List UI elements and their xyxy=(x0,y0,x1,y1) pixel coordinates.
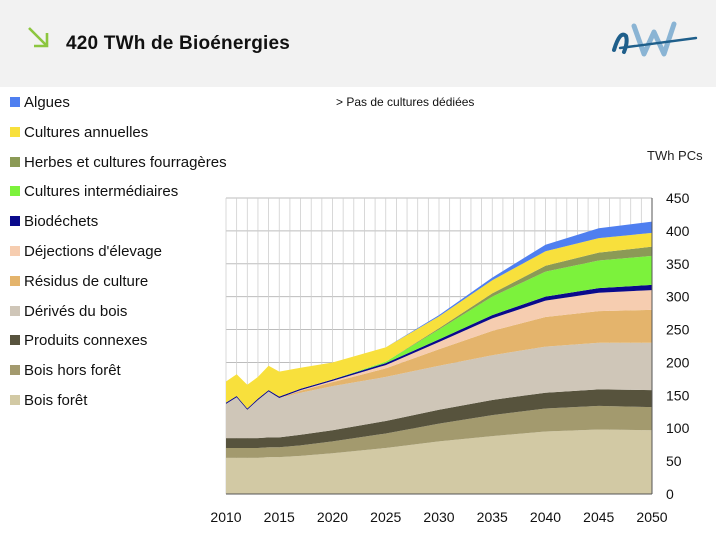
legend-item: Algues xyxy=(8,93,268,123)
legend-swatch xyxy=(10,216,20,227)
legend-item: Biodéchets xyxy=(8,212,268,242)
legend-item: Dérivés du bois xyxy=(8,302,268,332)
legend-swatch xyxy=(10,245,20,256)
y-tick-label: 100 xyxy=(666,420,690,436)
legend-swatch xyxy=(10,305,20,316)
legend-label: Herbes et cultures fourragères xyxy=(24,153,227,171)
legend-item: Déjections d'élevage xyxy=(8,242,268,272)
legend-item: Bois hors forêt xyxy=(8,361,268,391)
legend-swatch xyxy=(10,394,20,405)
y-axis-unit-label: TWh PCs xyxy=(647,148,703,163)
x-tick-label: 2050 xyxy=(636,509,667,525)
legend-label: Cultures intermédiaires xyxy=(24,183,179,201)
x-tick-label: 2030 xyxy=(423,509,454,525)
x-tick-label: 2035 xyxy=(477,509,508,525)
y-tick-label: 400 xyxy=(666,223,690,239)
legend-item: Résidus de culture xyxy=(8,272,268,302)
legend-label: Bois forêt xyxy=(24,391,88,409)
y-tick-label: 450 xyxy=(666,190,690,206)
page-title: 420 TWh de Bioénergies xyxy=(66,33,291,54)
legend-item: Produits connexes xyxy=(8,331,268,361)
legend-swatch xyxy=(10,97,20,107)
x-tick-label: 2010 xyxy=(210,509,241,525)
area-series-10 xyxy=(226,232,652,409)
area-series-0 xyxy=(226,429,652,494)
area-series-2 xyxy=(226,389,652,448)
x-tick-label: 2025 xyxy=(370,509,401,525)
legend-swatch xyxy=(10,126,20,137)
area-series-5 xyxy=(226,309,652,410)
legend-label: Algues xyxy=(24,94,70,111)
legend-label: Déjections d'élevage xyxy=(24,242,162,260)
chart-note: > Pas de cultures dédiées xyxy=(336,95,475,109)
header-bar: 420 TWh de Bioénergies xyxy=(0,0,716,87)
chart-legend: Algues Cultures annuelles Herbes et cultur… xyxy=(8,93,268,421)
legend-swatch xyxy=(10,275,20,286)
area-series-1 xyxy=(226,405,652,458)
y-tick-label: 50 xyxy=(666,453,682,469)
legend-swatch xyxy=(10,335,20,346)
y-tick-label: 150 xyxy=(666,387,690,403)
y-tick-label: 350 xyxy=(666,256,690,272)
x-tick-label: 2045 xyxy=(583,509,614,525)
legend-swatch xyxy=(10,156,20,167)
legend-label: Biodéchets xyxy=(24,213,99,231)
area-series-3 xyxy=(226,342,652,439)
y-tick-label: 250 xyxy=(666,322,690,338)
arrow-down-right-icon xyxy=(28,27,49,48)
legend-item: Herbes et cultures fourragères xyxy=(8,153,268,183)
y-tick-label: 0 xyxy=(666,486,674,502)
legend-item: Bois forêt xyxy=(8,391,268,421)
legend-item: Cultures annuelles xyxy=(8,123,268,153)
legend-label: Dérivés du bois xyxy=(24,302,128,320)
legend-item: Cultures intermédiaires xyxy=(8,182,268,212)
x-tick-label: 2020 xyxy=(317,509,348,525)
legend-label: Résidus de culture xyxy=(24,272,149,290)
y-tick-label: 300 xyxy=(666,289,690,305)
area-series-8 xyxy=(226,255,652,409)
x-tick-label: 2040 xyxy=(530,509,561,525)
area-series-6 xyxy=(226,290,652,410)
x-tick-label: 2015 xyxy=(264,509,295,525)
legend-label: Produits connexes xyxy=(24,332,148,350)
legend-swatch xyxy=(10,186,20,197)
brand-logo xyxy=(612,21,698,57)
legend-swatch xyxy=(10,365,20,376)
legend-label: Cultures annuelles xyxy=(24,123,149,141)
legend-label: Bois hors forêt xyxy=(24,362,121,380)
y-tick-label: 200 xyxy=(666,354,690,370)
